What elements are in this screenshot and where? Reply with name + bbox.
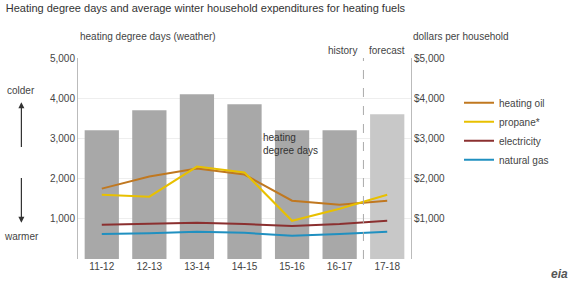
svg-text:14-15: 14-15 [232,261,258,272]
svg-text:1,000: 1,000 [50,213,75,224]
svg-text:16-17: 16-17 [327,261,353,272]
svg-text:11-12: 11-12 [89,261,114,272]
svg-text:heating degree days (weather): heating degree days (weather) [80,31,216,42]
svg-text:history: history [328,45,357,56]
svg-text:dollars per household: dollars per household [413,31,509,42]
svg-text:4,000: 4,000 [50,93,75,104]
svg-text:colder: colder [7,85,35,96]
svg-text:$4,000: $4,000 [414,93,445,104]
svg-text:Heating degree days and averag: Heating degree days and average winter h… [6,2,406,14]
svg-text:17-18: 17-18 [374,261,400,272]
svg-text:13-14: 13-14 [184,261,210,272]
svg-text:heatingdegree days: heatingdegree days [263,132,318,156]
svg-text:$1,000: $1,000 [414,213,445,224]
svg-text:$5,000: $5,000 [414,53,445,64]
svg-text:propane*: propane* [499,117,540,128]
svg-text:$2,000: $2,000 [414,173,445,184]
svg-text:electricity: electricity [499,136,541,147]
svg-text:heating oil: heating oil [499,98,545,109]
svg-text:natural gas: natural gas [499,155,548,166]
svg-text:$3,000: $3,000 [414,133,445,144]
svg-text:15-16: 15-16 [279,261,305,272]
svg-text:5,000: 5,000 [50,53,75,64]
svg-text:12-13: 12-13 [137,261,163,272]
svg-text:warmer: warmer [4,231,39,242]
svg-text:3,000: 3,000 [50,133,75,144]
svg-text:2,000: 2,000 [50,173,75,184]
svg-text:eia: eia [551,267,568,281]
svg-text:forecast: forecast [369,45,405,56]
